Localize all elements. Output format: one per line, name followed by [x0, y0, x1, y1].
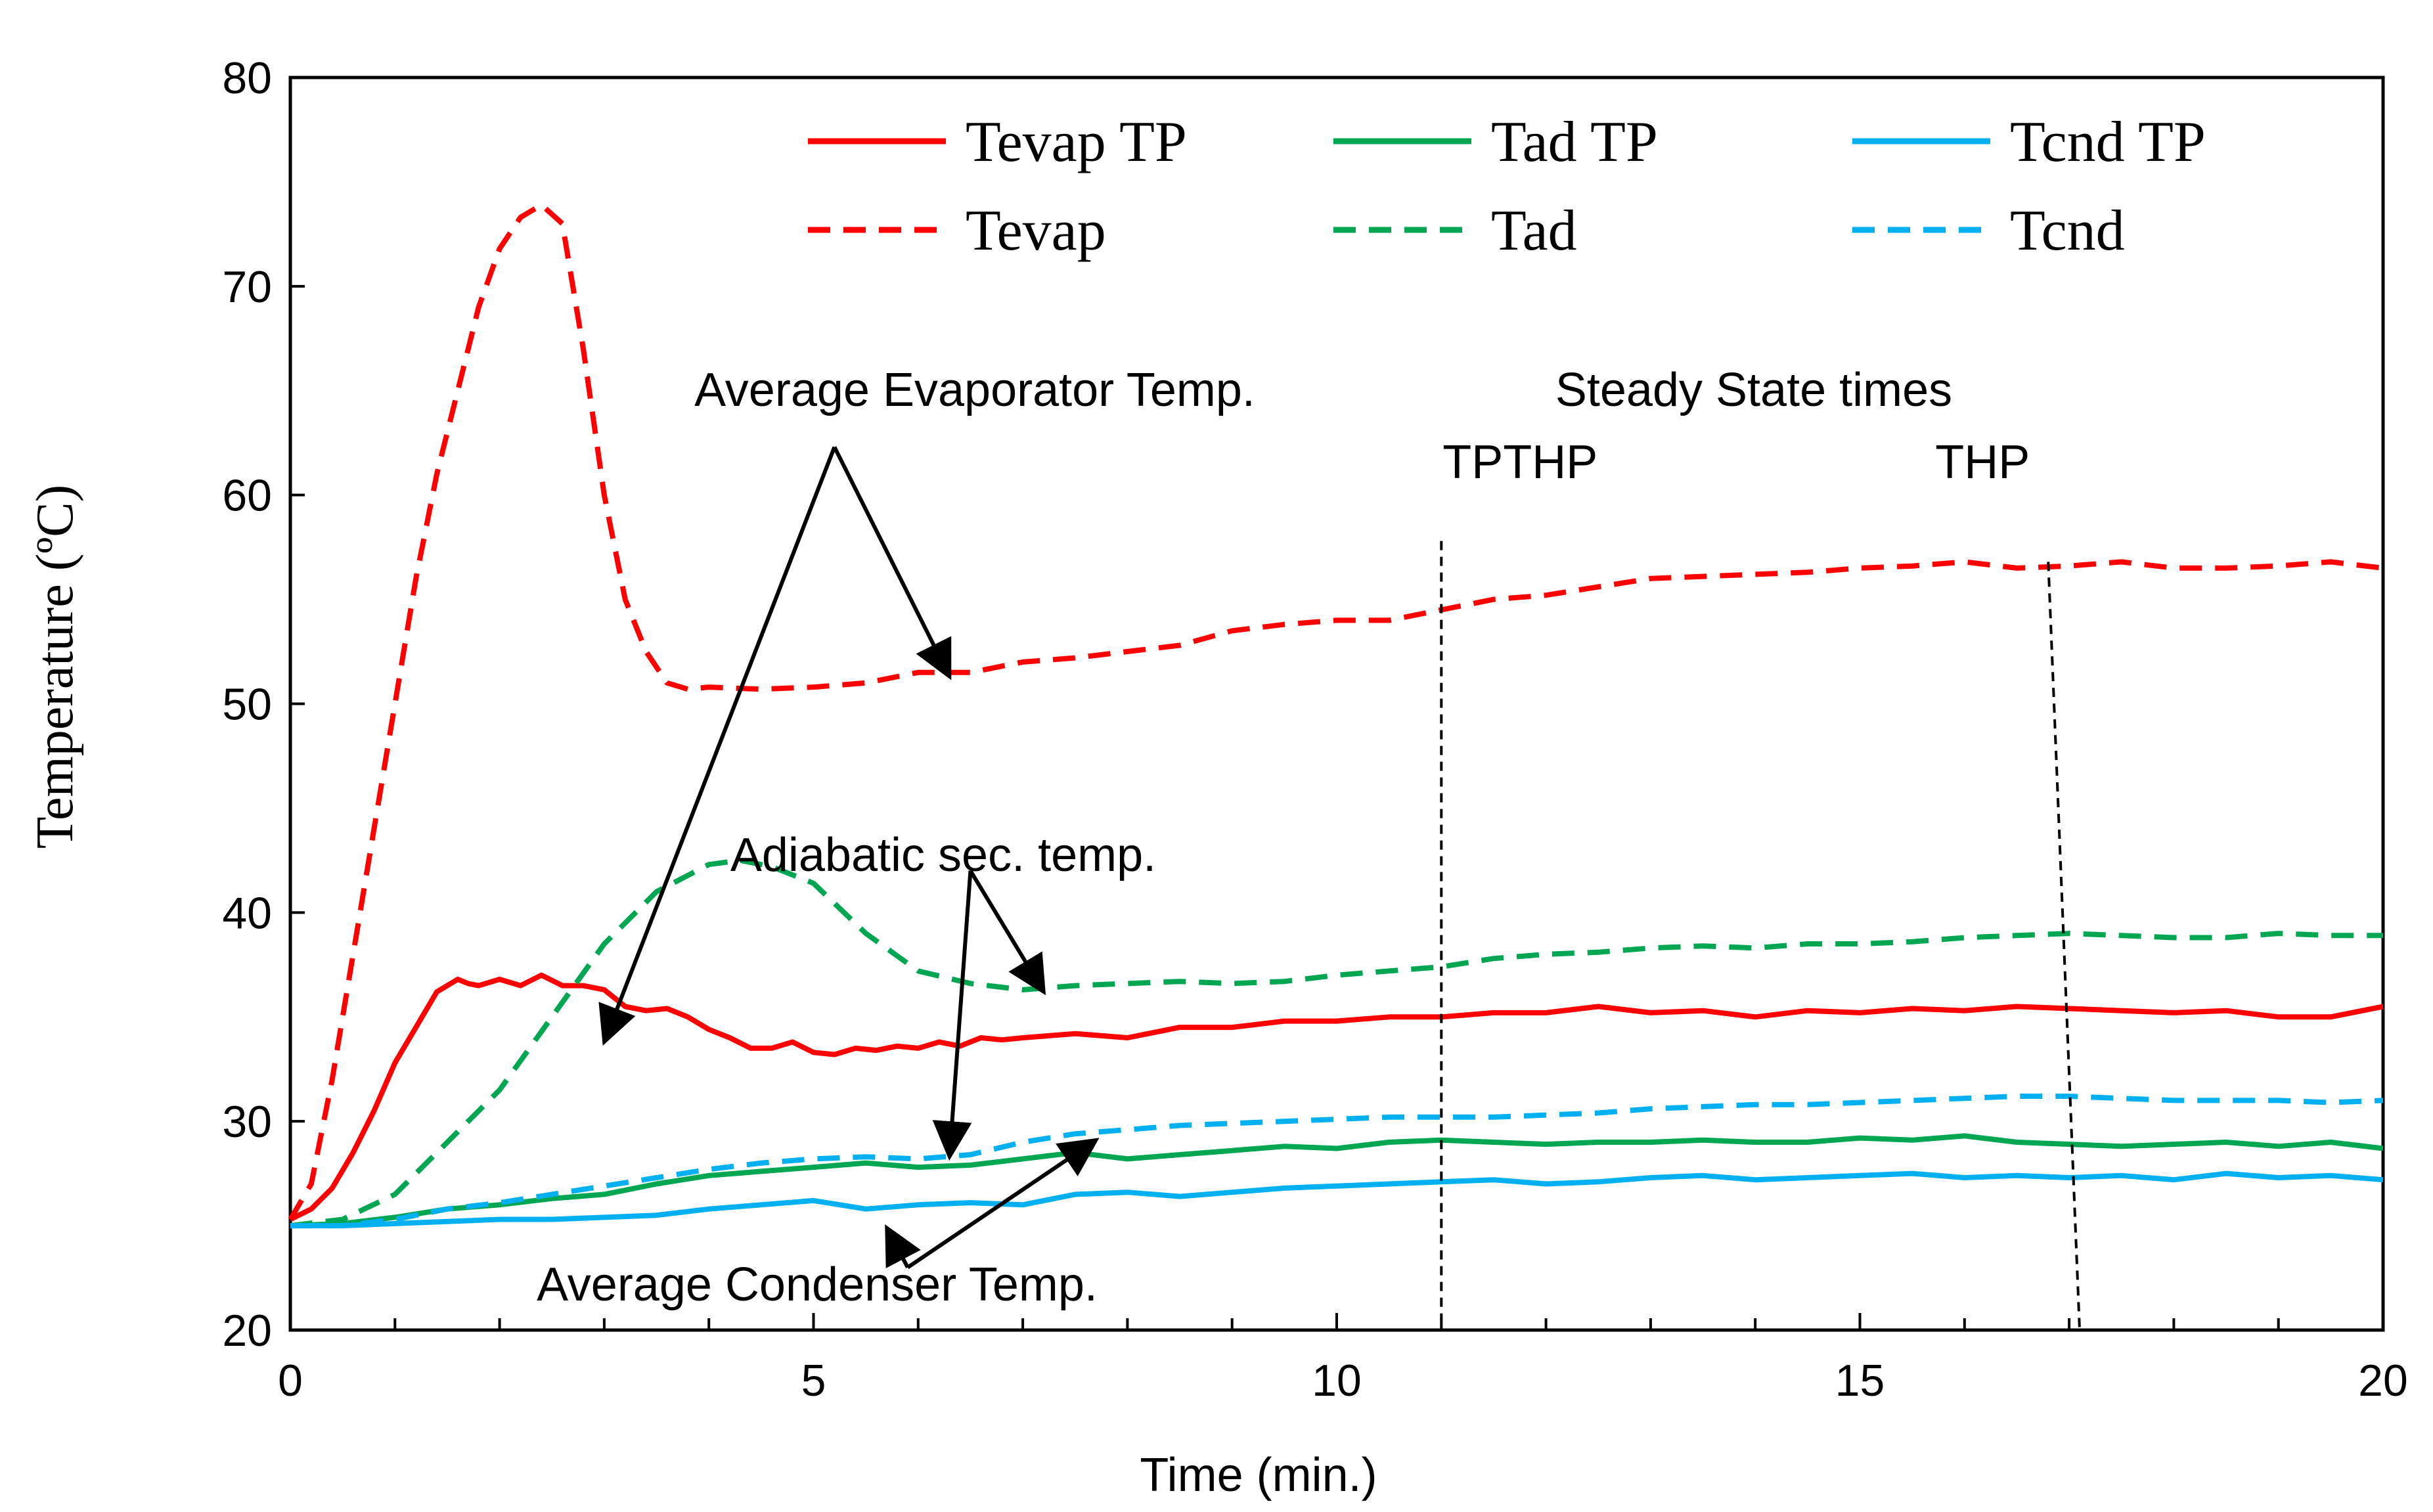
y-tick-label: 80: [222, 53, 272, 103]
annotation-arrow: [885, 1224, 921, 1269]
y-axis: 20 30 40 50 60 70 80: [222, 53, 305, 1356]
x-tick-label: 5: [801, 1356, 826, 1406]
x-tick-label: 0: [278, 1356, 303, 1406]
y-tick-label: 20: [222, 1306, 272, 1356]
x-axis: 0 5 10 15 20: [278, 1313, 2408, 1406]
steady-state-title: Steady State times: [1555, 364, 1952, 416]
y-tick-label: 30: [222, 1097, 272, 1147]
steady-state-line: [2047, 562, 2082, 1331]
x-axis-title: Time (min.): [1140, 1449, 1377, 1501]
x-tick-label: 15: [1835, 1356, 1885, 1406]
series-layer: [288, 202, 2384, 1229]
x-tick-label: 10: [1312, 1356, 1362, 1406]
series-line-tcnd-tp: [290, 1170, 2384, 1229]
annotation-label: Average Evaporator Temp.: [694, 364, 1255, 416]
legend-label: Tevap: [966, 199, 1106, 263]
y-tick-label: 40: [222, 888, 272, 938]
annotation-arrow: [968, 870, 1046, 996]
steady-state-lines: TPTHP THP: [1440, 436, 2082, 1331]
y-tick-label: 70: [222, 262, 272, 312]
series-line-tevap: [288, 202, 2384, 1221]
steady-state-label: THP: [1935, 436, 2030, 489]
annotation-label: Adiabatic sec. temp.: [730, 829, 1156, 881]
annotation-arrow: [832, 446, 952, 680]
series-line-tad: [290, 857, 2383, 1229]
x-tick-label: 20: [2358, 1356, 2408, 1406]
series-line-tevap-tp: [289, 972, 2384, 1222]
y-axis-title: Temperature (ºC): [26, 485, 84, 849]
series-line-tcnd: [290, 1094, 2384, 1229]
y-tick-label: 50: [222, 680, 272, 730]
annotation-label: Average Condenser Temp.: [537, 1258, 1098, 1311]
annotation-arrow: [906, 1138, 1100, 1270]
steady-state-label: TPTHP: [1442, 436, 1597, 489]
annotation-arrow: [932, 870, 973, 1161]
annotation-arrow: [598, 446, 837, 1046]
series-line-tad-tp: [290, 1133, 2384, 1229]
legend-label: Tcnd: [2010, 199, 2125, 263]
legend-label: Tad: [1491, 199, 1577, 263]
legend-label: Tcnd TP: [2010, 110, 2206, 174]
legend-label: Tad TP: [1491, 110, 1658, 174]
annotations: Average Evaporator Temp. Adiabatic sec. t…: [537, 364, 1255, 1311]
y-tick-label: 60: [222, 471, 272, 521]
legend: Tevap TP Tad TP Tcnd TP Tevap Tad Tcnd: [808, 110, 2206, 263]
legend-label: Tevap TP: [966, 110, 1187, 174]
